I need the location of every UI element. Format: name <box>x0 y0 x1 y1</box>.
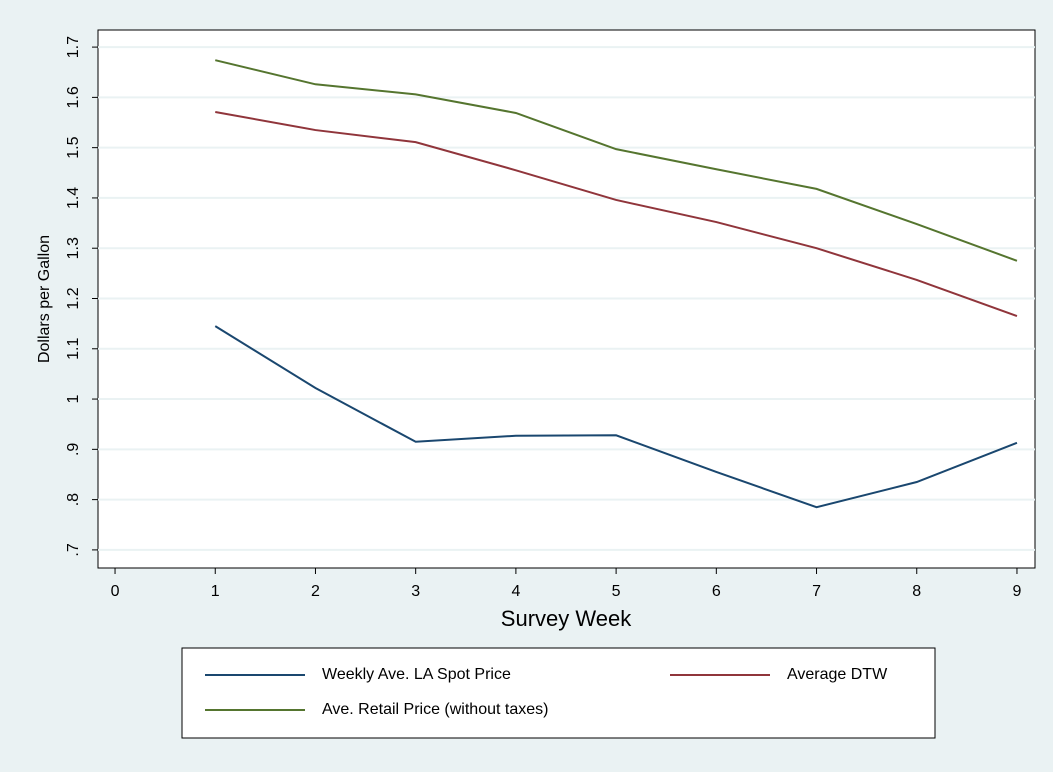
series-line <box>215 110 1018 318</box>
series-line <box>214 325 1018 509</box>
series-line <box>215 59 1018 262</box>
y-tick-label: 1 <box>65 395 82 404</box>
y-tick-label: 1.4 <box>65 187 82 209</box>
y-tick-label: 1.5 <box>65 136 82 158</box>
y-axis-label: Dollars per Gallon <box>36 235 53 363</box>
y-tick-label: 1.6 <box>65 86 82 108</box>
legend <box>181 647 936 739</box>
x-tick-label: 8 <box>912 583 921 600</box>
x-axis-label: Survey Week <box>501 606 632 631</box>
y-tick-label: 1.1 <box>65 338 82 360</box>
y-tick-label: .8 <box>65 493 82 506</box>
y-tick-label: .7 <box>65 543 82 556</box>
x-tick-label: 3 <box>411 583 420 600</box>
x-tick-label: 9 <box>1013 583 1022 600</box>
y-tick-label: 1.3 <box>65 237 82 259</box>
x-tick-label: 7 <box>812 583 821 600</box>
legend-label: Weekly Ave. LA Spot Price <box>322 666 511 683</box>
x-tick-label: 6 <box>712 583 721 600</box>
x-tick-label: 4 <box>511 583 520 600</box>
legend-label: Average DTW <box>787 666 888 683</box>
legend-label: Ave. Retail Price (without taxes) <box>322 701 548 718</box>
x-tick-label: 2 <box>311 583 320 600</box>
x-tick-label: 5 <box>612 583 621 600</box>
x-tick-label: 0 <box>111 583 120 600</box>
x-tick-label: 1 <box>211 583 220 600</box>
y-tick-label: 1.2 <box>65 287 82 309</box>
y-tick-label: .9 <box>65 443 82 456</box>
y-tick-label: 1.7 <box>65 36 82 58</box>
